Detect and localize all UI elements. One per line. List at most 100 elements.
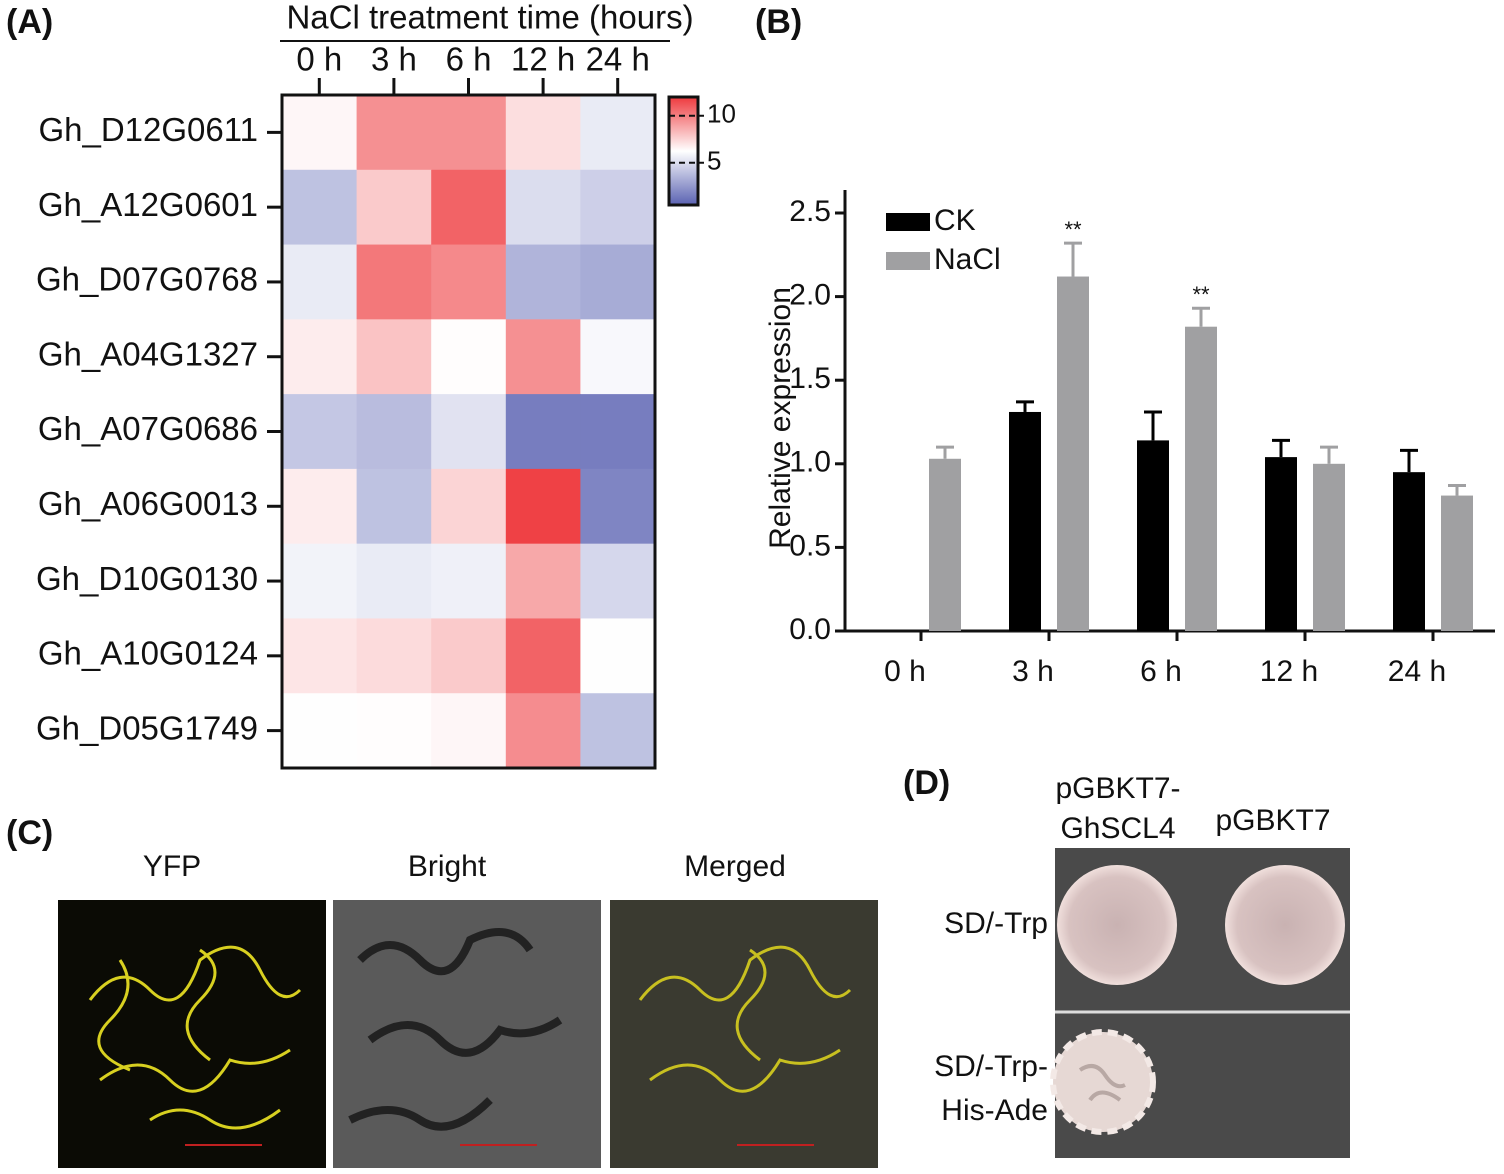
heatmap-cell xyxy=(282,394,358,470)
colorbar-label: 5 xyxy=(707,146,721,176)
heatmap-cell xyxy=(356,95,432,171)
column-label: GhSCL4 xyxy=(1060,812,1175,845)
y-tick-label: 0.0 xyxy=(789,613,831,646)
heatmap-cell xyxy=(431,95,507,171)
row-label: Gh_A12G0601 xyxy=(38,186,258,223)
row-label: Gh_A06G0013 xyxy=(38,485,258,522)
bar xyxy=(1441,495,1473,631)
heatmap-cell xyxy=(431,468,507,545)
panel-label: (C) xyxy=(6,814,53,852)
colorbar-label: 10 xyxy=(707,99,736,129)
column-label: 3 h xyxy=(371,41,417,78)
heatmap-cell xyxy=(505,244,581,320)
merged-image xyxy=(610,900,878,1168)
panel-label: (D) xyxy=(903,764,950,802)
heatmap-cell xyxy=(356,169,432,246)
error-bar xyxy=(1448,484,1466,496)
y-axis-label: Relative expression xyxy=(764,287,797,549)
y-tick-label: 2.5 xyxy=(789,195,831,228)
heatmap-cell xyxy=(356,543,432,619)
heatmap-cell xyxy=(580,693,656,769)
legend-swatch xyxy=(886,213,930,231)
y-tick-label: 1.0 xyxy=(789,446,831,479)
heatmap-cell xyxy=(282,169,358,246)
bar xyxy=(1137,440,1169,631)
heatmap-cell xyxy=(282,618,358,694)
heatmap-cell xyxy=(356,618,432,694)
column-label: pGBKT7 xyxy=(1215,804,1330,837)
column-label: 0 h xyxy=(296,41,342,78)
row-label: Gh_D10G0130 xyxy=(36,560,258,597)
heatmap-cell xyxy=(580,319,656,395)
bar xyxy=(1009,411,1041,631)
row-label: His-Ade xyxy=(941,1094,1048,1127)
error-bar xyxy=(1192,306,1210,327)
colony-texture xyxy=(1078,1064,1126,1102)
bar xyxy=(929,458,961,631)
heatmap-cell xyxy=(356,244,432,320)
legend-label: NaCl xyxy=(934,243,1001,276)
heatmap-cell xyxy=(282,319,358,395)
y-tick-label: 0.5 xyxy=(789,529,831,562)
image-title: Merged xyxy=(684,850,786,883)
row-label: SD/-Trp xyxy=(944,907,1048,940)
heatmap-cell xyxy=(505,693,581,769)
yeast-plate xyxy=(1050,848,1350,1158)
y-tick-label: 2.0 xyxy=(789,279,831,312)
yfp-image xyxy=(58,900,326,1168)
panel-label: (A) xyxy=(6,3,53,41)
heatmap-cell xyxy=(431,244,507,320)
yfp-signal xyxy=(88,945,302,1130)
heatmap-cell xyxy=(282,95,358,171)
error-bar xyxy=(1320,445,1338,464)
heatmap-cell xyxy=(282,543,358,619)
legend-label: CK xyxy=(934,204,976,237)
legend-swatch xyxy=(886,252,930,270)
row-label: Gh_D05G1749 xyxy=(36,709,258,746)
merged-signal xyxy=(638,945,852,1093)
row-label: Gh_A04G1327 xyxy=(38,335,258,372)
colony xyxy=(1050,1029,1156,1135)
heatmap-cell xyxy=(431,319,507,395)
heatmap-cell xyxy=(505,543,581,619)
heatmap-cell xyxy=(282,693,358,769)
image-title: YFP xyxy=(143,850,201,883)
heatmap-cell xyxy=(356,468,432,545)
heatmap-cell xyxy=(356,394,432,470)
heatmap-cell xyxy=(580,95,656,171)
x-tick-label: 3 h xyxy=(1012,655,1054,688)
y-tick-label: 1.5 xyxy=(789,362,831,395)
heatmap-title: NaCl treatment time (hours) xyxy=(286,0,693,36)
bar xyxy=(1265,457,1297,631)
panel-label: (B) xyxy=(755,3,802,41)
column-label: 12 h xyxy=(511,41,575,78)
bar xyxy=(1393,472,1425,631)
row-label: Gh_D12G0611 xyxy=(38,111,258,148)
heatmap-cell xyxy=(505,618,581,694)
error-bar xyxy=(1272,438,1290,458)
heatmap-cell xyxy=(505,319,581,395)
heatmap-cell xyxy=(431,394,507,470)
x-tick-label: 24 h xyxy=(1388,655,1446,688)
image-title: Bright xyxy=(408,850,487,883)
column-label: 6 h xyxy=(446,41,492,78)
heatmap-cell xyxy=(580,169,656,246)
colorbar xyxy=(667,95,700,207)
significance: ** xyxy=(1192,282,1210,307)
error-bar xyxy=(1144,410,1162,441)
bar xyxy=(1185,326,1217,631)
heatmap-cell xyxy=(505,95,581,171)
heatmap-cell xyxy=(580,468,656,545)
row-label: Gh_A10G0124 xyxy=(38,635,258,672)
x-tick-label: 12 h xyxy=(1260,655,1318,688)
colony xyxy=(1225,865,1345,985)
error-bar xyxy=(1400,448,1418,473)
heatmap-cell xyxy=(431,543,507,619)
x-tick-label: 0 h xyxy=(884,655,926,688)
column-label: 24 h xyxy=(586,41,650,78)
heatmap-cell xyxy=(431,618,507,694)
heatmap-cell xyxy=(580,543,656,619)
row-label: SD/-Trp- xyxy=(934,1050,1048,1083)
error-bar xyxy=(1016,400,1034,412)
